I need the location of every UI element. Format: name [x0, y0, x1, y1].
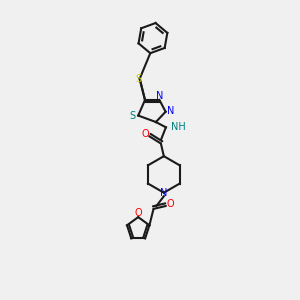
Text: N: N — [160, 188, 167, 198]
Text: S: S — [130, 111, 136, 121]
Text: N: N — [167, 106, 175, 116]
Text: NH: NH — [171, 122, 186, 132]
Text: O: O — [135, 208, 142, 218]
Text: N: N — [156, 91, 164, 101]
Text: O: O — [141, 129, 149, 139]
Text: S: S — [136, 74, 142, 84]
Text: O: O — [166, 200, 174, 209]
